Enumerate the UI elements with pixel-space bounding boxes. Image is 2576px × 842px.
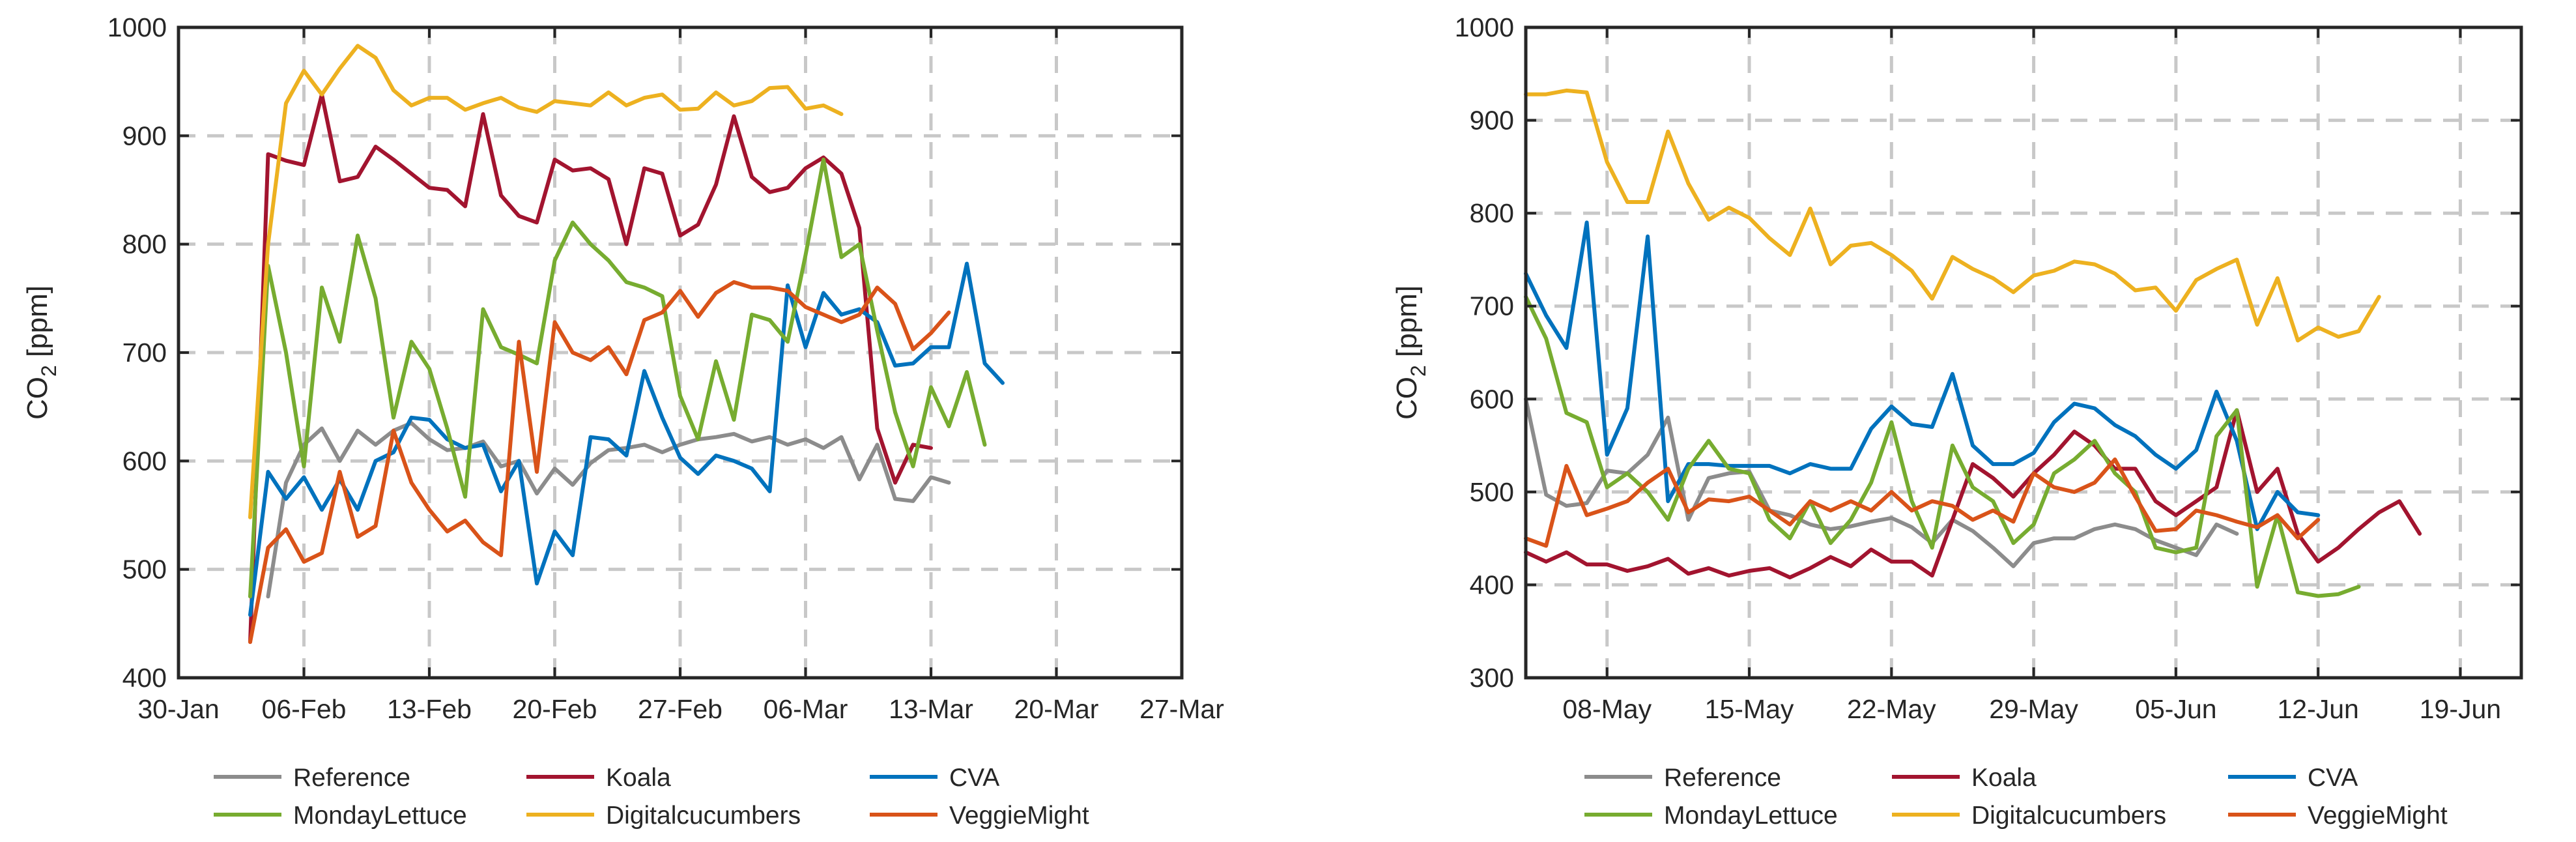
chart-left: 30-Jan 06-Feb 13-Feb 20-Feb 27-Feb 06-Mar 13-M… [21,12,1224,830]
series-line-reference [266,421,951,599]
y-axis-label: CO2 [ppm] [21,285,61,420]
x-tick-label: 27-Feb [638,694,723,724]
legend-label-mondaylettuce: MondayLettuce [1664,802,1838,830]
y-axis-label-sub: 2 [37,365,61,377]
series-line-cva [248,261,1005,617]
x-tick-label: 13-Feb [387,694,472,724]
series-line-digitalcucumbers [248,44,844,519]
x-tick-label: 12-Jun [2277,694,2358,724]
y-tick-label: 800 [122,229,167,259]
legend-label-digitalcucumbers: Digitalcucumbers [1971,802,2166,830]
x-tick-label: 19-Jun [2420,694,2501,724]
x-tick-label: 20-Mar [1014,694,1099,724]
x-tick-label: 29-May [1989,694,2078,724]
series-line-veggiemight [1524,457,2321,548]
legend-label-koala: Koala [1971,764,2037,792]
series-line-cva [1524,220,2321,531]
y-tick-label: 600 [122,446,167,476]
y-axis-label-unit: [ppm] [1391,285,1423,365]
x-tick-label: 06-Mar [764,694,848,724]
y-axis-label-main: CO [1391,377,1423,420]
y-tick-label: 1000 [107,12,167,42]
x-tick-label: 13-Mar [889,694,973,724]
y-tick-label: 1000 [1455,12,1514,42]
y-tick-label: 900 [122,121,167,151]
series-line-reference [1524,397,2239,568]
y-tick-label: 300 [1470,663,1514,693]
y-tick-label: 400 [1470,570,1514,600]
legend-label-cva: CVA [949,764,999,792]
y-axis-label-sub: 2 [1407,365,1430,377]
y-tick-label: 600 [1470,384,1514,414]
legend-label-veggiemight: VeggieMight [949,802,1089,830]
series-line-koala [1524,408,2422,579]
y-axis-label-unit: [ppm] [21,285,53,365]
y-tick-label: 500 [122,555,167,585]
y-tick-label: 800 [1470,198,1514,228]
y-tick-label: 700 [122,338,167,368]
legend-label-cva: CVA [2308,764,2358,792]
x-tick-label: 06-Feb [262,694,347,724]
x-tick-label: 30-Jan [137,694,219,724]
x-tick-label: 27-Mar [1139,694,1224,724]
legend-label-reference: Reference [1664,764,1781,792]
legend-label-mondaylettuce: MondayLettuce [293,802,467,830]
x-tick-label: 08-May [1562,694,1652,724]
chart-right: 08-May 15-May 22-May 29-May 05-Jun 12-Jun 19-J… [1391,12,2523,830]
legend-label-reference: Reference [293,764,410,792]
legend-label-veggiemight: VeggieMight [2308,802,2448,830]
series-line-digitalcucumbers [1524,88,2381,343]
plot-frame [1524,25,2523,680]
series-line-mondaylettuce [248,157,987,599]
y-axis-label-main: CO [21,377,53,420]
y-tick-label: 700 [1470,291,1514,321]
y-tick-label: 400 [122,663,167,693]
y-tick-label: 900 [1470,106,1514,136]
series-line-mondaylettuce [1524,295,2361,598]
x-tick-label: 15-May [1705,694,1794,724]
x-tick-label: 05-Jun [2135,694,2216,724]
legend-label-digitalcucumbers: Digitalcucumbers [606,802,801,830]
x-tick-label: 20-Feb [513,694,597,724]
series-line-veggiemight [248,280,951,645]
x-tick-label: 22-May [1847,694,1936,724]
legend-label-koala: Koala [606,764,671,792]
y-axis-label: CO2 [ppm] [1391,285,1430,420]
y-tick-label: 500 [1470,477,1514,507]
series-line-koala [248,93,933,645]
